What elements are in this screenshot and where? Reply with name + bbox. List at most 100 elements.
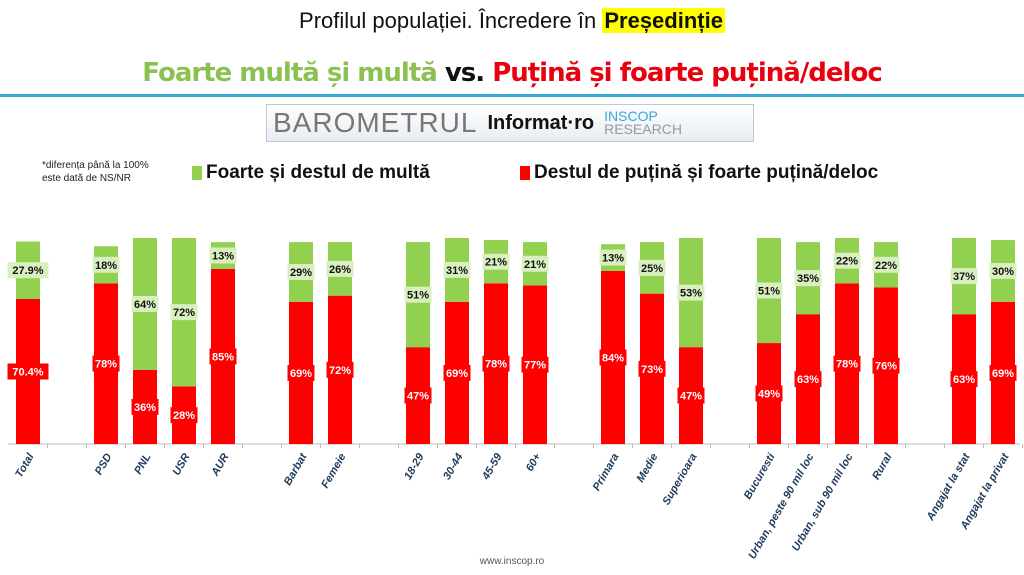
- data-label-red: 78%: [836, 359, 858, 371]
- data-label-green-bg: [599, 249, 627, 266]
- data-label-green: 21%: [524, 259, 546, 271]
- data-label-red-bg: [443, 364, 471, 381]
- legend-green: Foarte și destul de multă: [192, 162, 430, 184]
- data-label-green-bg: [755, 282, 783, 299]
- note: *diferența până la 100% este dată de NS/N…: [42, 159, 149, 185]
- data-label-red-bg: [404, 387, 432, 404]
- data-label-green: 64%: [134, 299, 156, 311]
- data-label-green-bg: [326, 260, 354, 277]
- x-tick-label: PSD: [93, 451, 115, 477]
- note-line: este dată de NS/NR: [42, 173, 131, 184]
- data-label-red: 72%: [329, 365, 351, 377]
- x-tick-label: Total: [13, 451, 37, 480]
- data-label-green-bg: [443, 261, 471, 278]
- data-label-red: 77%: [524, 360, 546, 372]
- data-label-red: 78%: [485, 359, 507, 371]
- data-label-red: 69%: [446, 368, 468, 380]
- data-label-green: 51%: [407, 290, 429, 302]
- data-label-green-bg: [7, 262, 49, 279]
- data-label-green: 27.9%: [12, 265, 43, 277]
- data-label-green: 13%: [212, 251, 234, 263]
- x-tick-label: Femeie: [319, 452, 348, 491]
- data-label-red-bg: [326, 361, 354, 378]
- data-label-green-bg: [950, 268, 978, 285]
- x-tick-label: 45-59: [480, 451, 505, 483]
- logo-research-text: RESEARCH: [604, 121, 682, 137]
- x-tick-label: Barbat: [282, 450, 310, 487]
- data-label-red-bg: [794, 371, 822, 388]
- data-label-green: 53%: [680, 288, 702, 300]
- data-label-green: 31%: [446, 265, 468, 277]
- subtitle-red: Puțină și foarte puțină/deloc: [492, 58, 883, 88]
- data-label-green: 72%: [173, 307, 195, 319]
- data-label-red-bg: [482, 355, 510, 372]
- data-label-red-bg: [677, 387, 705, 404]
- data-label-red: 69%: [992, 368, 1014, 380]
- data-label-red-bg: [131, 398, 159, 415]
- data-label-green: 51%: [758, 286, 780, 298]
- data-label-green-bg: [287, 263, 315, 280]
- x-tick-label: 60+: [524, 451, 544, 474]
- data-label-red-bg: [92, 355, 120, 372]
- data-label-red: 28%: [173, 410, 195, 422]
- subtitle-green: Foarte multă și multă: [142, 58, 438, 88]
- data-label-green: 13%: [602, 253, 624, 265]
- data-label-red-bg: [989, 364, 1017, 381]
- x-tick-label: 18-29: [402, 451, 427, 482]
- title: Profilul populației. Încredere în Președ…: [0, 8, 1024, 34]
- data-label-red: 70.4%: [12, 366, 43, 378]
- data-label-red-bg: [755, 385, 783, 402]
- data-label-red-bg: [287, 364, 315, 381]
- data-label-red: 63%: [953, 374, 975, 386]
- data-label-red-bg: [833, 355, 861, 372]
- data-label-green-bg: [833, 252, 861, 269]
- data-label-green: 22%: [875, 260, 897, 272]
- data-label-green: 22%: [836, 256, 858, 268]
- data-label-red: 47%: [407, 391, 429, 403]
- data-label-green-bg: [92, 256, 120, 273]
- data-label-red: 36%: [134, 402, 156, 414]
- data-label-green-bg: [209, 247, 237, 264]
- data-label-green: 21%: [485, 257, 507, 269]
- data-label-red-bg: [950, 371, 978, 388]
- data-label-green: 18%: [95, 260, 117, 272]
- data-label-green: 35%: [797, 273, 819, 285]
- data-label-red: 69%: [290, 368, 312, 380]
- legend-swatch: [192, 166, 202, 180]
- legend-label: Destul de puțină și foarte puțină/deloc: [534, 162, 879, 183]
- footer-url: www.inscop.ro: [479, 556, 545, 567]
- data-label-green-bg: [794, 270, 822, 287]
- x-tick-label: Bucuresti: [742, 451, 778, 502]
- subtitle-vs: vs.: [436, 58, 493, 88]
- x-tick-label: Superioara: [660, 452, 699, 508]
- data-label-green-bg: [482, 253, 510, 270]
- logo-inscop: INSCOP RESEARCH: [604, 109, 682, 137]
- data-label-red: 73%: [641, 364, 663, 376]
- legend-red: Destul de puțină și foarte puțină/deloc: [520, 162, 878, 184]
- legend-swatch: [520, 166, 530, 180]
- data-label-red: 76%: [875, 361, 897, 373]
- data-label-red-bg: [872, 357, 900, 374]
- logo-banner: BAROMETRUL Informat·ro INSCOP RESEARCH: [266, 104, 754, 142]
- data-label-red: 49%: [758, 389, 780, 401]
- data-label-green-bg: [872, 256, 900, 273]
- logo-informat: Informat·ro: [487, 111, 595, 134]
- data-label-red: 85%: [212, 351, 234, 363]
- data-label-red-bg: [7, 363, 49, 380]
- x-tick-label: USR: [171, 451, 193, 477]
- data-label-green-bg: [989, 262, 1017, 279]
- subtitle: Foarte multă și multă vs. Puțină și foar…: [0, 58, 1024, 88]
- divider: [0, 94, 1024, 97]
- data-label-red-bg: [170, 407, 198, 424]
- legend-label: Foarte și destul de multă: [206, 162, 430, 183]
- data-label-red: 78%: [95, 359, 117, 371]
- x-tick-label: AUR: [209, 451, 232, 479]
- logo-barometrul: BAROMETRUL: [273, 107, 478, 138]
- data-label-green: 26%: [329, 264, 351, 276]
- data-label-green-bg: [404, 286, 432, 303]
- data-label-red-bg: [209, 348, 237, 365]
- data-label-red: 84%: [602, 352, 624, 364]
- title-highlight: Președinție: [602, 8, 725, 33]
- data-label-green-bg: [677, 284, 705, 301]
